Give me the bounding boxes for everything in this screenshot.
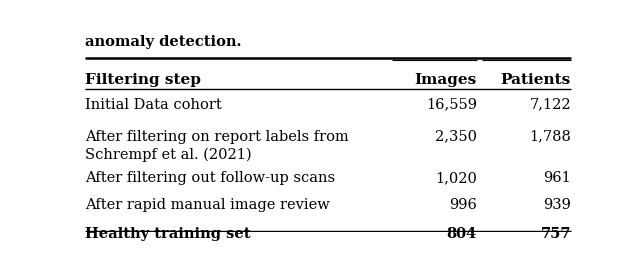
Text: 2,350: 2,350: [435, 130, 477, 144]
Text: After rapid manual image review: After rapid manual image review: [85, 198, 330, 212]
Text: Images: Images: [415, 73, 477, 86]
Text: 1,020: 1,020: [435, 171, 477, 185]
Text: Initial Data cohort: Initial Data cohort: [85, 98, 221, 112]
Text: After filtering out follow-up scans: After filtering out follow-up scans: [85, 171, 335, 185]
Text: anomaly detection.: anomaly detection.: [85, 35, 241, 49]
Text: 16,559: 16,559: [426, 98, 477, 112]
Text: 939: 939: [543, 198, 571, 212]
Text: 996: 996: [449, 198, 477, 212]
Text: 1,788: 1,788: [529, 130, 571, 144]
Text: Filtering step: Filtering step: [85, 73, 201, 86]
Text: Patients: Patients: [500, 73, 571, 86]
Text: 804: 804: [447, 227, 477, 241]
Text: 7,122: 7,122: [529, 98, 571, 112]
Text: Healthy training set: Healthy training set: [85, 227, 250, 241]
Text: 961: 961: [543, 171, 571, 185]
Text: After filtering on report labels from
Schrempf et al. (2021): After filtering on report labels from Sc…: [85, 130, 349, 162]
Text: 757: 757: [541, 227, 571, 241]
